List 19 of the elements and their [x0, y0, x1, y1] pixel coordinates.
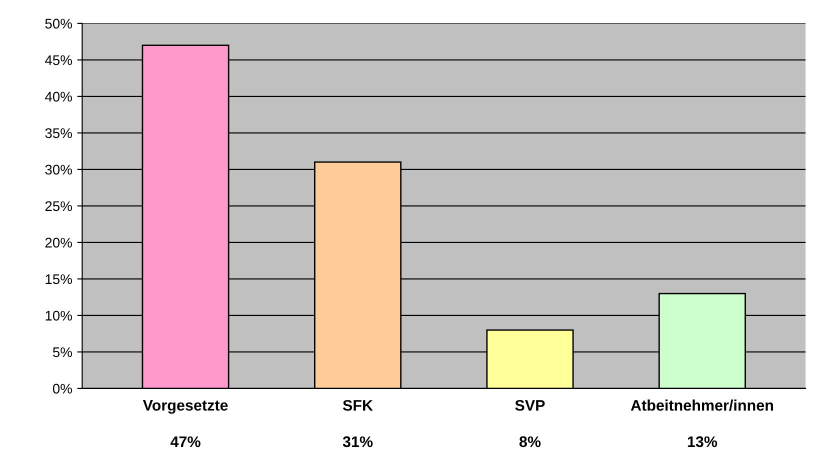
y-tick-label: 15% — [46, 274, 72, 284]
data-label: 31% — [342, 436, 373, 448]
y-tick-label: 0% — [52, 384, 72, 394]
x-tick-label: Vorgesetzte — [142, 400, 228, 414]
x-tick-label: Atbeitnehmer/innen — [630, 400, 774, 411]
y-tick-label: 40% — [45, 92, 72, 102]
data-label: 47% — [170, 436, 200, 448]
y-tick-label: 25% — [45, 201, 72, 212]
y-tick-label: 30% — [45, 164, 72, 175]
y-tick-label: 35% — [45, 128, 72, 138]
x-tick-label: SVP — [515, 400, 545, 411]
y-tick-label: 50% — [45, 18, 72, 29]
x-tick-label: SFK — [342, 400, 373, 411]
y-tick-label: 5% — [52, 347, 72, 358]
y-tick-label: 45% — [45, 55, 72, 66]
y-tick-label: 10% — [46, 310, 72, 321]
data-label: 13% — [688, 436, 718, 448]
y-tick-label: 20% — [45, 238, 72, 248]
data-label: 8% — [519, 436, 541, 448]
